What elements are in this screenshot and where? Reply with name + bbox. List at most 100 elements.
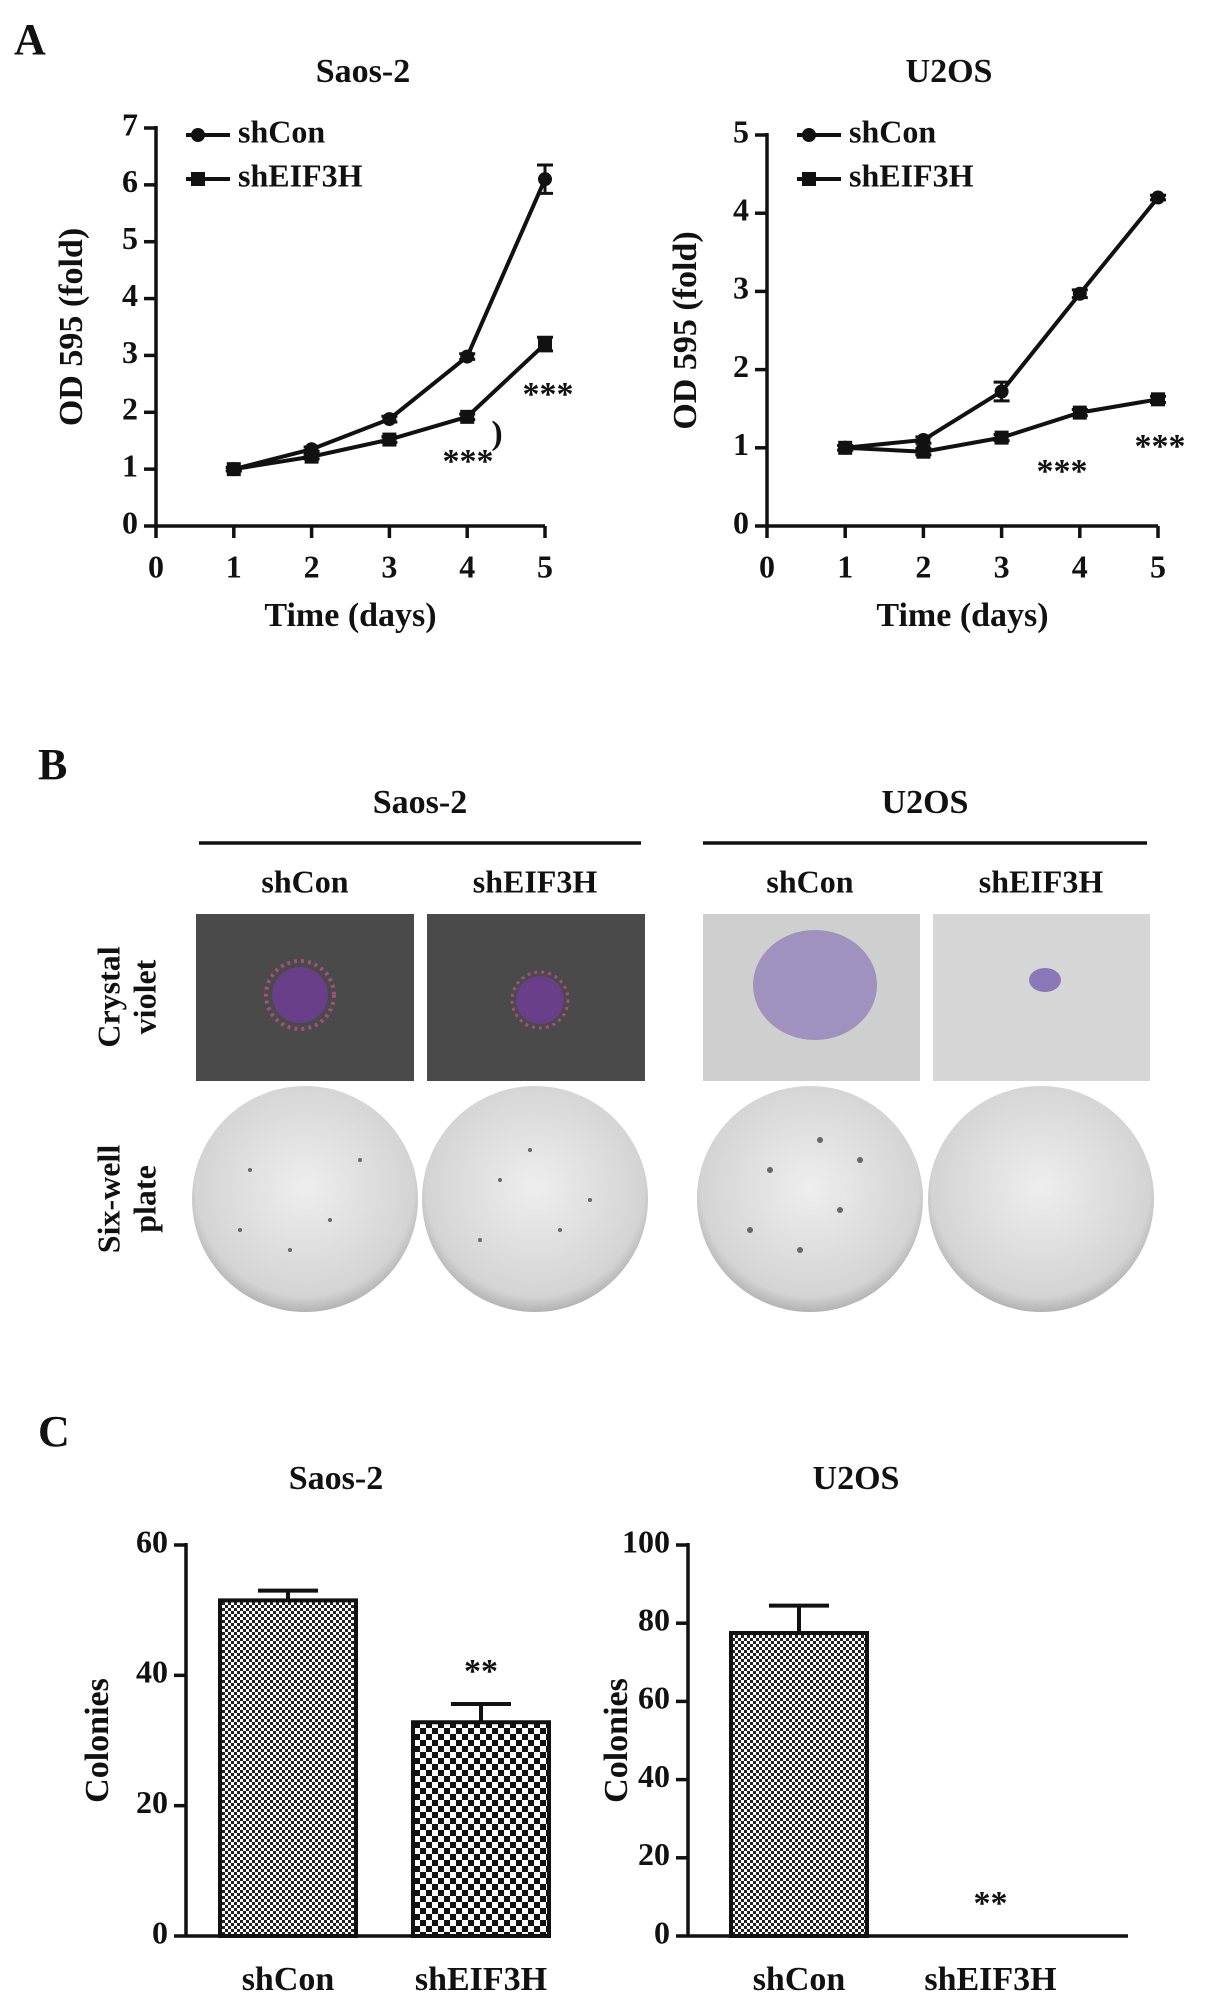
data-point: [994, 384, 1009, 399]
y-tick-label: 1: [733, 426, 749, 462]
panel-label: A: [14, 15, 46, 64]
group-title: Saos-2: [373, 784, 467, 821]
data-point: [226, 462, 241, 477]
x-tick-label: 1: [837, 548, 853, 584]
x-tick-label: 3: [381, 548, 397, 584]
panel-label: B: [38, 740, 67, 789]
y-tick-label: 40: [638, 1758, 670, 1794]
y-tick-label: 3: [122, 334, 138, 370]
x-tick-label: 2: [915, 548, 931, 584]
legend-marker: [802, 128, 816, 142]
row-label: Crystal: [90, 946, 126, 1047]
y-tick-label: 0: [654, 1914, 670, 1950]
y-tick-label: 80: [638, 1602, 670, 1638]
y-tick-label: 3: [733, 270, 749, 306]
data-point: [838, 440, 853, 455]
panel-label: C: [38, 1407, 70, 1456]
x-tick-label: 4: [1072, 548, 1088, 584]
y-axis-label: OD 595 (fold): [667, 231, 704, 429]
x-tick-label: shCon: [242, 1961, 335, 1998]
y-tick-label: 5: [122, 220, 138, 256]
y-tick-label: 6: [122, 163, 138, 199]
x-tick-label: 1: [226, 548, 242, 584]
x-tick-label: 4: [459, 548, 475, 584]
annotation: ): [491, 415, 502, 452]
y-tick-label: 7: [122, 106, 138, 142]
error-bar: [769, 1603, 829, 1633]
y-tick-label: 20: [638, 1836, 670, 1872]
annotation: ***: [1135, 428, 1186, 465]
row-label: plate: [126, 1165, 162, 1233]
annotation: ***: [443, 443, 494, 480]
row-label: Six-well: [90, 1145, 126, 1254]
y-axis-label: Colonies: [598, 1678, 635, 1803]
bar: [218, 1598, 358, 1939]
column-label: shCon: [766, 863, 853, 899]
y-tick-label: 0: [122, 504, 138, 540]
x-tick-label: 5: [1150, 548, 1166, 584]
data-point: [994, 430, 1009, 445]
x-tick-label: 0: [759, 548, 775, 584]
x-tick-label: shEIF3H: [415, 1961, 547, 1998]
y-tick-label: 0: [152, 1914, 168, 1950]
data-point: [1151, 392, 1165, 407]
y-tick-label: 100: [622, 1523, 670, 1559]
row-label: violet: [126, 959, 162, 1034]
column-label: shEIF3H: [473, 863, 598, 899]
group-title: U2OS: [882, 784, 969, 821]
legend-marker: [191, 172, 205, 186]
column-label: shEIF3H: [979, 863, 1104, 899]
chart-title: Saos-2: [316, 53, 410, 90]
y-tick-label: 4: [122, 277, 138, 313]
y-tick-label: 2: [122, 391, 138, 427]
error-bar: [258, 1588, 318, 1601]
data-point: [1072, 286, 1087, 301]
y-tick-label: 4: [733, 192, 749, 228]
x-tick-label: 3: [994, 548, 1010, 584]
data-point: [1151, 190, 1165, 205]
y-axis-label: OD 595 (fold): [53, 228, 90, 426]
y-tick-label: 60: [638, 1680, 670, 1716]
bar: [729, 1630, 869, 1938]
legend-label: shEIF3H: [238, 157, 363, 193]
data-line: [845, 196, 1160, 450]
annotation: **: [464, 1653, 498, 1690]
annotation: ***: [1037, 453, 1088, 490]
data-point: [382, 412, 397, 427]
image-panels: [192, 914, 1154, 1312]
x-axis-label: Time (days): [876, 597, 1048, 634]
legend-marker: [802, 172, 816, 186]
data-point: [538, 337, 552, 352]
data-point: [916, 432, 931, 447]
y-axis-label: Colonies: [79, 1678, 116, 1803]
y-tick-label: 60: [136, 1523, 168, 1559]
y-tick-label: 40: [136, 1654, 168, 1690]
legend-marker: [191, 128, 205, 142]
x-tick-label: 5: [537, 548, 553, 584]
annotation: **: [974, 1885, 1008, 1922]
y-tick-label: 5: [733, 113, 749, 149]
x-tick-label: shCon: [753, 1961, 846, 1998]
data-point: [304, 449, 319, 464]
legend-label: shCon: [849, 113, 936, 149]
chart-title: Saos-2: [289, 1460, 383, 1497]
data-point: [382, 432, 397, 447]
legend-label: shEIF3H: [849, 157, 974, 193]
data-point: [1072, 405, 1087, 420]
data-point: [538, 172, 552, 187]
y-tick-label: 0: [733, 504, 749, 540]
bar: [411, 1720, 551, 1938]
x-tick-label: 2: [304, 548, 320, 584]
x-tick-label: shEIF3H: [924, 1961, 1056, 1998]
x-tick-label: 0: [148, 548, 164, 584]
x-axis-label: Time (days): [264, 597, 436, 634]
y-tick-label: 20: [136, 1784, 168, 1820]
data-point: [460, 349, 475, 364]
legend-label: shCon: [238, 113, 325, 149]
chart-title: U2OS: [813, 1460, 900, 1497]
chart-title: U2OS: [906, 53, 993, 90]
data-point: [916, 444, 931, 459]
error-bar: [451, 1702, 511, 1723]
data-point: [460, 409, 475, 424]
